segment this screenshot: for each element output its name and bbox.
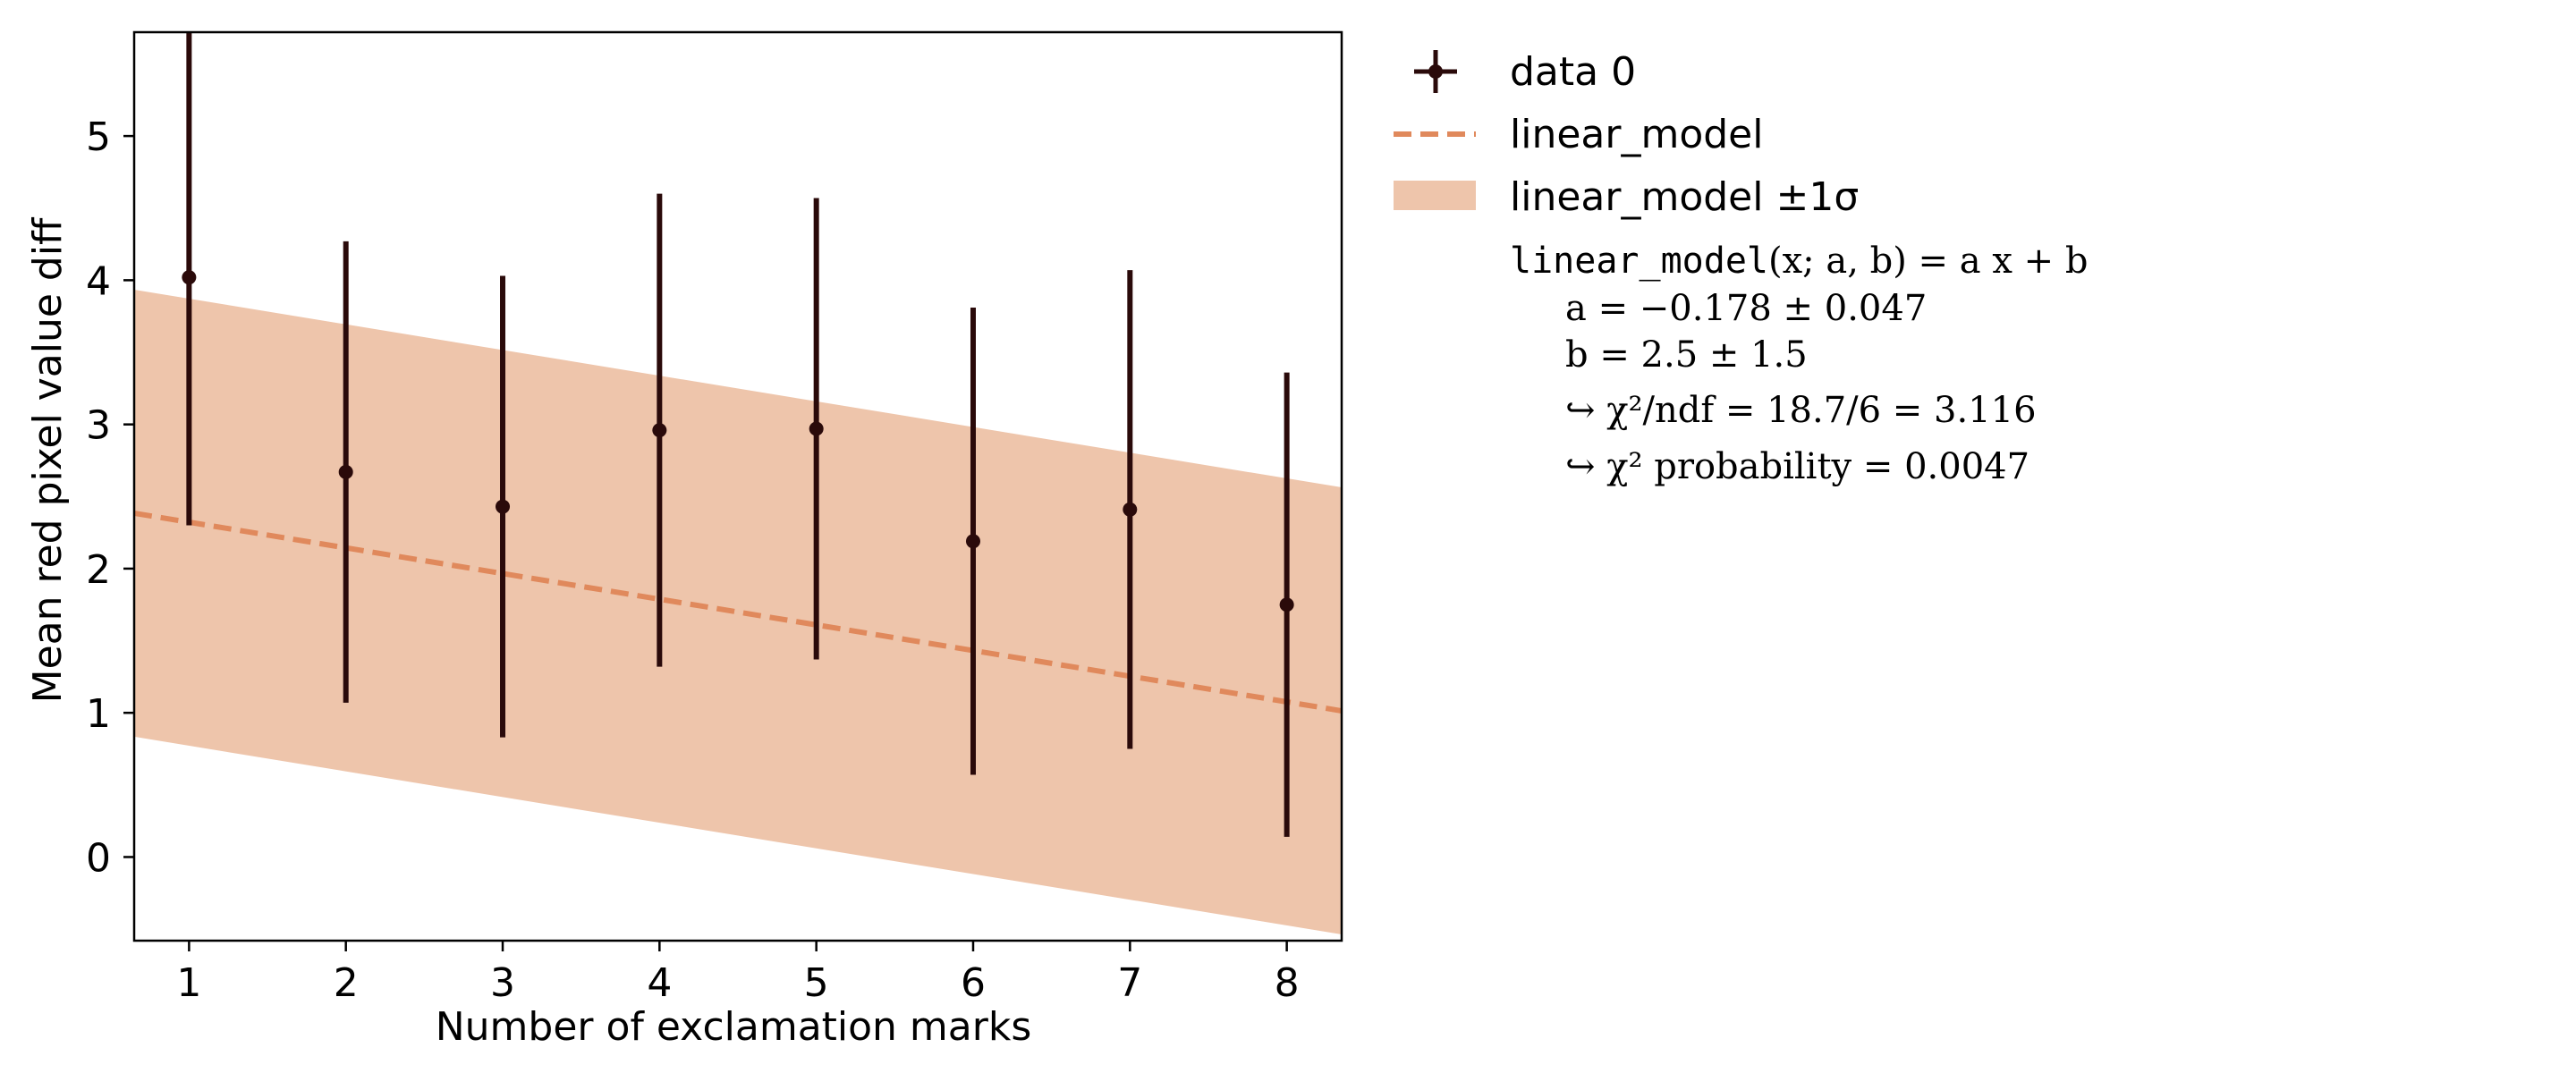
data-point: [965, 534, 980, 549]
data-point: [1279, 597, 1294, 613]
fit-param-b: b = 2.5 ± 1.5: [1565, 334, 1808, 376]
fit-model-formula: linear_model(x; a, b) = a x + b: [1510, 241, 2088, 282]
x-tick-label: 7: [1117, 960, 1142, 1006]
y-tick-label: 1: [86, 691, 111, 737]
x-tick-label: 4: [647, 960, 672, 1006]
fit-line: [134, 510, 1342, 714]
data-point: [1123, 502, 1138, 517]
plot-contents: [134, 32, 1342, 934]
plot-area: [134, 32, 1342, 934]
fit-model-name: linear_model: [1510, 241, 1768, 282]
data-point: [496, 499, 511, 514]
y-tick-label: 0: [86, 835, 111, 881]
legend-label-data: data 0: [1510, 49, 1636, 95]
x-tick-label: 3: [490, 960, 515, 1006]
legend-label-band: linear_model ±1σ: [1510, 174, 1859, 220]
legend-label-line: linear_model: [1510, 112, 1763, 157]
legend-marker-band: [1394, 181, 1476, 210]
fit-chi2-prob: ↪ χ² probability = 0.0047: [1565, 446, 2029, 487]
data-point: [338, 464, 353, 479]
fit-info: linear_model(x; a, b) = a x + b a = −0.1…: [1510, 241, 2088, 487]
plot-frame: [132, 30, 1343, 942]
legend-marker-data: [1414, 50, 1457, 93]
fit-chi2-ndf: ↪ χ²/ndf = 18.7/6 = 3.116: [1565, 390, 2037, 431]
fit-uncertainty-band: [134, 289, 1342, 934]
x-tick-label: 6: [961, 960, 986, 1006]
data-point: [809, 421, 824, 436]
x-axis-label: Number of exclamation marks: [436, 1004, 1032, 1050]
y-tick-label: 2: [86, 547, 111, 593]
x-tick-label: 5: [804, 960, 829, 1006]
data-point: [652, 423, 667, 438]
x-tick-label: 8: [1275, 960, 1300, 1006]
x-tick-label: 2: [334, 960, 359, 1006]
data-point: [182, 270, 197, 285]
fit-model-args: (x; a, b) = a x + b: [1768, 241, 2088, 282]
y-axis-label: Mean red pixel value diff: [25, 216, 71, 703]
legend: data 0 linear_model linear_model ±1σ: [1394, 49, 1859, 220]
y-tick-label: 4: [86, 258, 111, 304]
y-tick-label: 3: [86, 403, 111, 449]
axes: 1 2 3 4 5 6 7 8 0 1 2 3 4 5: [86, 30, 1343, 1006]
fit-param-a: a = −0.178 ± 0.047: [1565, 288, 1927, 329]
y-tick-label: 5: [86, 114, 111, 160]
x-tick-label: 1: [176, 960, 201, 1006]
